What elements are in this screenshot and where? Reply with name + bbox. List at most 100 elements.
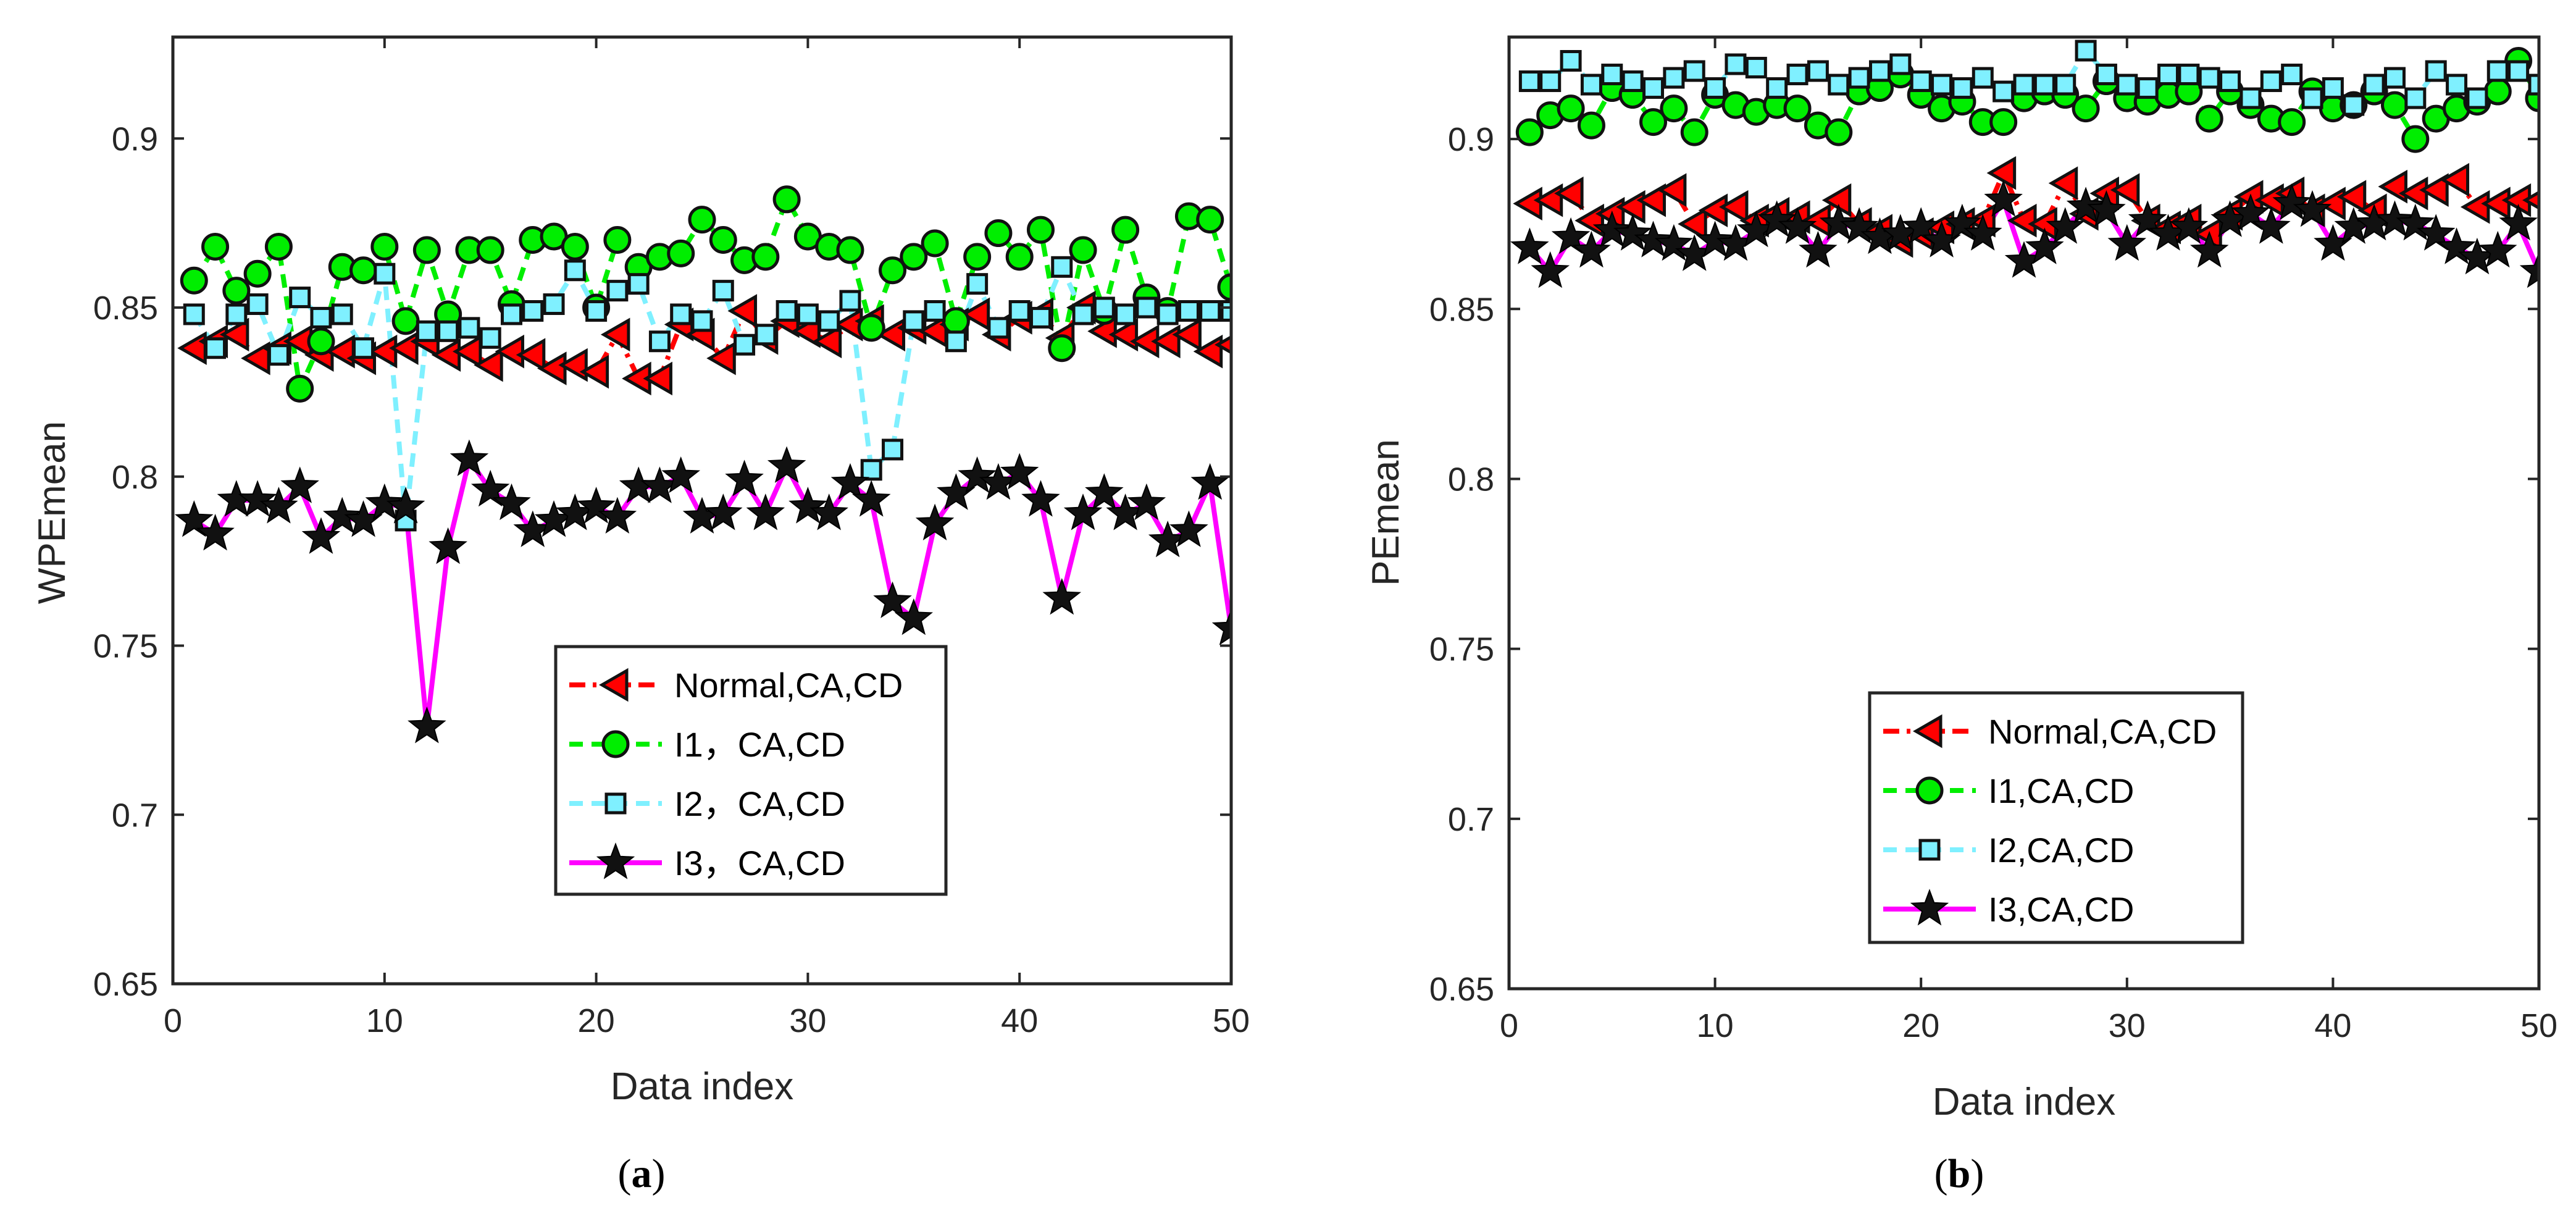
data-point-s4 xyxy=(1757,200,1796,237)
data-point-s3 xyxy=(1029,306,1052,329)
data-point-s1 xyxy=(1636,183,1666,217)
legend-a: Normal,CA,CD I1，CA,CD I2，CA,CD I3，CA,CD xyxy=(554,645,948,896)
xtick-label: 40 xyxy=(2314,1007,2351,1044)
data-point-s3 xyxy=(755,324,777,346)
data-point-s1 xyxy=(1657,173,1687,207)
data-point-s4 xyxy=(1613,214,1652,251)
data-point-s4 xyxy=(2189,230,2229,268)
ytick-label: 0.75 xyxy=(93,628,158,665)
data-point-s3 xyxy=(1931,73,1953,96)
axes-a: 0 10 20 30 40 50 0.65 0.7 0.75 0.8 0.85 0.9 xyxy=(93,37,1250,1039)
data-point-s4 xyxy=(809,493,848,530)
data-point-s3 xyxy=(1518,70,1541,93)
data-point-s3 xyxy=(2054,73,2076,96)
data-point-s2 xyxy=(412,236,441,264)
data-point-s2 xyxy=(1069,236,1097,264)
data-point-s4 xyxy=(2396,203,2435,241)
data-point-s3 xyxy=(1848,67,1870,89)
data-point-s4 xyxy=(1551,217,1591,254)
data-point-s3 xyxy=(1786,64,1809,86)
xtick-label: 30 xyxy=(789,1002,826,1039)
data-point-s1 xyxy=(558,348,588,382)
data-point-s3 xyxy=(1642,77,1665,99)
legend-label: I2，CA,CD xyxy=(674,784,845,823)
data-point-s1 xyxy=(600,317,630,352)
data-point-s3 xyxy=(1621,70,1644,93)
data-point-s1 xyxy=(2440,162,2470,197)
ytick-label: 0.85 xyxy=(93,290,158,327)
xtick-label: 20 xyxy=(578,1002,615,1039)
data-point-s1 xyxy=(876,317,906,352)
data-point-s3 xyxy=(458,317,480,339)
data-point-s4 xyxy=(2128,200,2167,237)
legend-label: I1，CA,CD xyxy=(674,725,845,764)
caption-a: (a) xyxy=(618,1151,666,1196)
data-point-s3 xyxy=(734,333,756,356)
data-point-s4 xyxy=(2046,207,2085,244)
data-point-s4 xyxy=(1901,207,1941,244)
data-point-s4 xyxy=(2252,207,2291,244)
series-group-a xyxy=(174,185,1231,744)
data-point-s1 xyxy=(516,338,546,372)
data-point-s3 xyxy=(1828,73,1850,96)
data-point-s3 xyxy=(1868,60,1891,82)
data-point-s4 xyxy=(2169,207,2209,244)
data-point-s2 xyxy=(751,243,780,271)
data-point-s4 xyxy=(2478,230,2517,268)
xlabel-b: Data index xyxy=(1933,1081,2115,1123)
data-point-s3 xyxy=(2136,77,2159,99)
data-point-s2 xyxy=(688,206,716,234)
legend-label: I2,CA,CD xyxy=(1988,831,2135,870)
legend-swatch-marker xyxy=(1912,714,1942,748)
data-point-s4 xyxy=(2375,200,2414,237)
data-point-s4 xyxy=(2107,224,2147,261)
data-point-s3 xyxy=(2322,77,2344,99)
data-point-s2 xyxy=(772,185,801,214)
data-point-s2 xyxy=(2072,94,2100,123)
ytick-label: 0.9 xyxy=(1448,121,1494,158)
data-point-s2 xyxy=(900,243,928,271)
data-point-s3 xyxy=(246,293,269,316)
data-point-s4 xyxy=(577,487,616,524)
data-point-s4 xyxy=(788,487,827,524)
caption-a-open: ( xyxy=(618,1151,632,1196)
data-point-s1 xyxy=(812,324,842,359)
data-point-s2 xyxy=(1989,108,2018,136)
data-point-s3 xyxy=(585,300,608,322)
data-point-s4 xyxy=(598,497,637,534)
data-point-s2 xyxy=(1783,94,1812,123)
data-point-s3 xyxy=(1539,70,1562,93)
data-point-s2 xyxy=(1048,334,1076,363)
data-point-s3 xyxy=(1807,60,1829,82)
data-point-s3 xyxy=(1704,77,1726,99)
data-point-s2 xyxy=(370,232,399,261)
data-point-s3 xyxy=(1745,57,1767,79)
data-point-s3 xyxy=(1972,67,1994,89)
data-point-s2 xyxy=(667,239,695,267)
data-point-s4 xyxy=(1799,230,1838,268)
data-point-s1 xyxy=(2419,173,2449,207)
data-point-s2 xyxy=(836,236,864,264)
data-point-s3 xyxy=(267,344,290,366)
data-point-s3 xyxy=(2446,73,2468,96)
data-point-s1 xyxy=(2336,180,2367,214)
data-point-s3 xyxy=(204,337,227,359)
data-point-s1 xyxy=(579,354,609,389)
data-point-s4 xyxy=(322,497,362,534)
data-point-s3 xyxy=(564,259,586,282)
data-point-s2 xyxy=(222,277,251,305)
xlabel-a: Data index xyxy=(611,1065,793,1108)
data-point-s2 xyxy=(180,266,208,295)
legend-swatch-marker xyxy=(601,730,630,758)
data-point-s4 xyxy=(259,487,298,524)
data-point-s1 xyxy=(1678,207,1707,241)
data-point-s4 xyxy=(2499,203,2538,241)
data-point-s4 xyxy=(1839,207,1879,244)
data-point-s4 xyxy=(1510,227,1549,264)
data-point-s2 xyxy=(709,226,737,254)
data-point-s4 xyxy=(365,483,404,521)
legend-swatch-marker xyxy=(598,668,629,702)
series-line-3 xyxy=(191,264,1231,523)
data-point-s2 xyxy=(942,307,970,335)
